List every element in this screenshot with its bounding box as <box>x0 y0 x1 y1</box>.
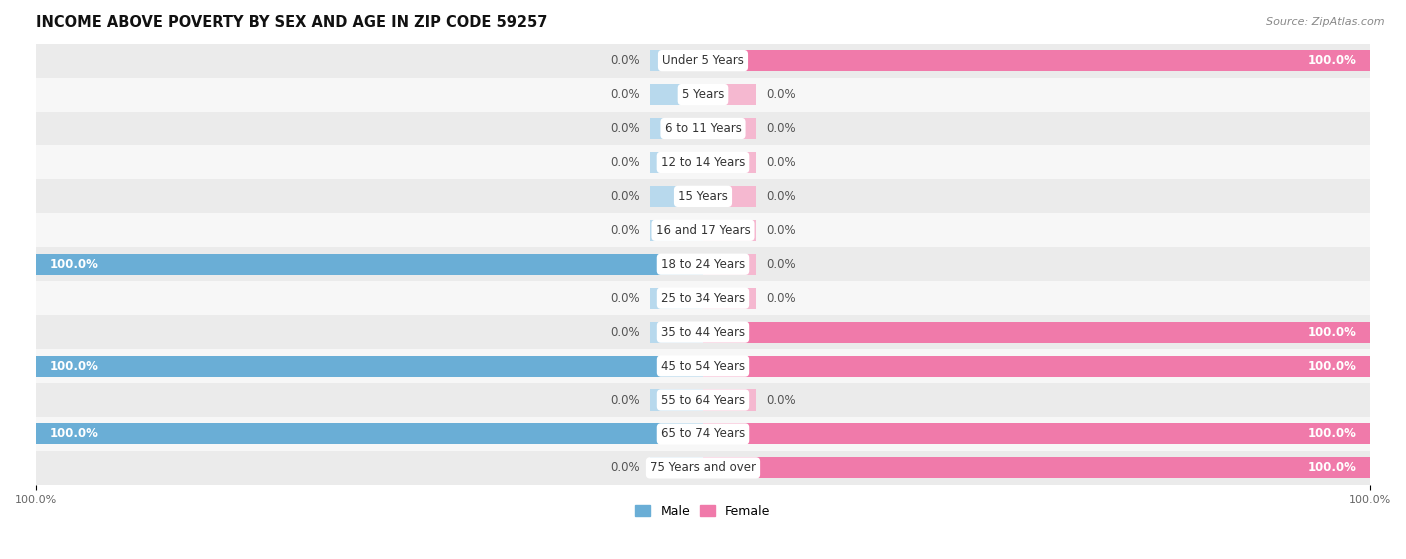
Text: 25 to 34 Years: 25 to 34 Years <box>661 292 745 305</box>
Text: 75 Years and over: 75 Years and over <box>650 461 756 475</box>
Bar <box>37 44 1369 78</box>
Text: 45 to 54 Years: 45 to 54 Years <box>661 359 745 372</box>
Text: 0.0%: 0.0% <box>766 190 796 203</box>
Bar <box>703 84 756 105</box>
Bar <box>37 112 1369 145</box>
Bar <box>703 118 756 139</box>
Text: 0.0%: 0.0% <box>610 326 640 339</box>
Text: 0.0%: 0.0% <box>610 122 640 135</box>
Text: 55 to 64 Years: 55 to 64 Years <box>661 394 745 406</box>
Text: 100.0%: 100.0% <box>1308 54 1357 67</box>
Bar <box>650 390 703 410</box>
Bar <box>703 152 756 173</box>
Bar <box>703 186 756 207</box>
Text: 0.0%: 0.0% <box>766 292 796 305</box>
Text: 100.0%: 100.0% <box>49 258 98 271</box>
Legend: Male, Female: Male, Female <box>630 500 776 523</box>
Text: 0.0%: 0.0% <box>766 394 796 406</box>
Bar <box>37 281 1369 315</box>
Bar <box>703 390 756 410</box>
Bar <box>703 254 756 275</box>
Text: 0.0%: 0.0% <box>610 54 640 67</box>
Text: 65 to 74 Years: 65 to 74 Years <box>661 428 745 440</box>
Bar <box>650 50 703 71</box>
Bar <box>37 356 703 377</box>
Text: 18 to 24 Years: 18 to 24 Years <box>661 258 745 271</box>
Bar <box>37 349 1369 383</box>
Bar <box>703 321 1369 343</box>
Bar <box>37 451 1369 485</box>
Text: 0.0%: 0.0% <box>766 258 796 271</box>
Bar <box>650 152 703 173</box>
Text: Under 5 Years: Under 5 Years <box>662 54 744 67</box>
Bar <box>37 179 1369 214</box>
Text: 5 Years: 5 Years <box>682 88 724 101</box>
Bar <box>37 383 1369 417</box>
Bar <box>650 288 703 309</box>
Text: 0.0%: 0.0% <box>766 88 796 101</box>
Bar <box>703 220 756 241</box>
Text: 0.0%: 0.0% <box>610 88 640 101</box>
Text: 0.0%: 0.0% <box>610 461 640 475</box>
Text: 0.0%: 0.0% <box>610 394 640 406</box>
Bar <box>703 288 756 309</box>
Text: 0.0%: 0.0% <box>610 190 640 203</box>
Bar <box>37 423 703 444</box>
Bar <box>37 417 1369 451</box>
Text: 0.0%: 0.0% <box>610 156 640 169</box>
Bar <box>703 423 1369 444</box>
Bar <box>37 78 1369 112</box>
Text: 6 to 11 Years: 6 to 11 Years <box>665 122 741 135</box>
Text: 100.0%: 100.0% <box>49 359 98 372</box>
Bar <box>703 457 1369 479</box>
Text: 100.0%: 100.0% <box>1308 428 1357 440</box>
Text: 100.0%: 100.0% <box>1308 461 1357 475</box>
Text: 0.0%: 0.0% <box>766 122 796 135</box>
Text: 100.0%: 100.0% <box>1308 359 1357 372</box>
Text: 0.0%: 0.0% <box>610 224 640 237</box>
Bar <box>650 321 703 343</box>
Text: 35 to 44 Years: 35 to 44 Years <box>661 326 745 339</box>
Bar <box>37 247 1369 281</box>
Bar <box>650 457 703 479</box>
Text: 0.0%: 0.0% <box>610 292 640 305</box>
Bar <box>37 254 703 275</box>
Text: 100.0%: 100.0% <box>49 428 98 440</box>
Bar <box>650 220 703 241</box>
Bar <box>37 145 1369 179</box>
Bar <box>650 118 703 139</box>
Text: INCOME ABOVE POVERTY BY SEX AND AGE IN ZIP CODE 59257: INCOME ABOVE POVERTY BY SEX AND AGE IN Z… <box>37 15 547 30</box>
Bar <box>703 356 1369 377</box>
Text: 100.0%: 100.0% <box>1308 326 1357 339</box>
Text: 12 to 14 Years: 12 to 14 Years <box>661 156 745 169</box>
Bar <box>703 50 1369 71</box>
Bar <box>37 214 1369 247</box>
Bar <box>37 315 1369 349</box>
Bar <box>650 186 703 207</box>
Text: 0.0%: 0.0% <box>766 156 796 169</box>
Text: 15 Years: 15 Years <box>678 190 728 203</box>
Text: Source: ZipAtlas.com: Source: ZipAtlas.com <box>1267 17 1385 27</box>
Text: 0.0%: 0.0% <box>766 224 796 237</box>
Bar <box>650 84 703 105</box>
Text: 16 and 17 Years: 16 and 17 Years <box>655 224 751 237</box>
